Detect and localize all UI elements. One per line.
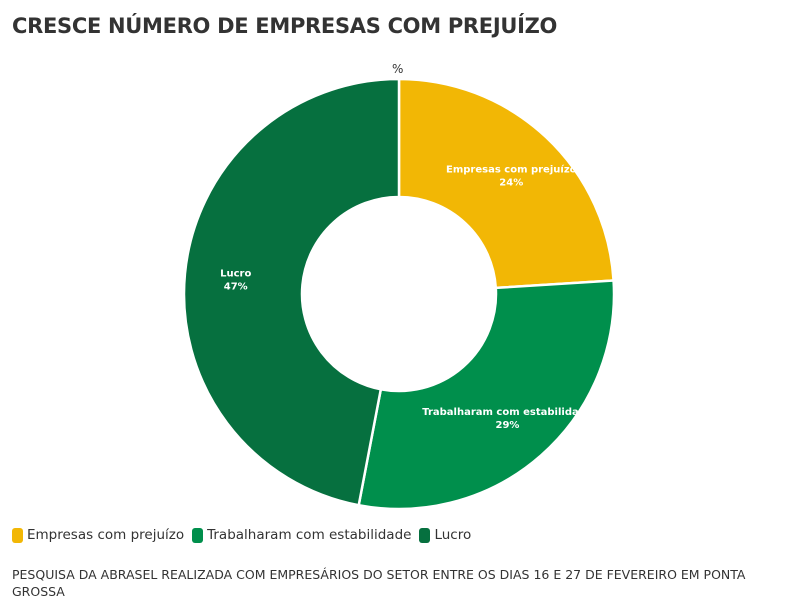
donut-chart: Empresas com prejuízo 24% Trabalharam com … (182, 77, 616, 511)
source-note: PESQUISA DA ABRASEL REALIZADA COM EMPRES… (12, 567, 746, 599)
slice-label: Trabalharam com estabilidade (422, 407, 593, 418)
legend: Empresas com prejuízo Trabalharam com est… (12, 527, 471, 543)
slice-1 (357, 279, 616, 511)
unit-label: % (392, 62, 404, 76)
chart-title: CRESCE NÚMERO DE EMPRESAS COM PREJUÍZO (12, 14, 558, 38)
slice-value-label: 24% (499, 177, 523, 188)
slice-label: Empresas com prejuízo (446, 163, 577, 175)
legend-label: Lucro (434, 527, 472, 543)
slice-0 (397, 77, 615, 290)
legend-swatch (419, 527, 431, 543)
slice-value-label: 47% (224, 282, 248, 293)
legend-swatch (192, 527, 204, 543)
legend-swatch (12, 527, 23, 543)
legend-item[interactable]: Lucro (419, 527, 471, 543)
slice-value-label: 29% (495, 420, 519, 431)
legend-item[interactable]: Trabalharam com estabilidade (192, 527, 411, 543)
legend-label: Empresas com prejuízo (27, 527, 185, 543)
legend-label: Trabalharam com estabilidade (207, 527, 412, 543)
slice-2 (182, 77, 401, 507)
legend-item[interactable]: Empresas com prejuízo (12, 527, 184, 543)
slice-label: Lucro (220, 269, 251, 280)
